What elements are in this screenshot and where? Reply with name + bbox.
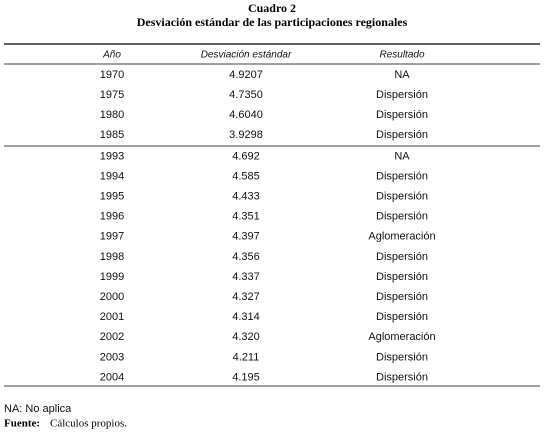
table-cell: NA (394, 69, 410, 81)
table-cell: 4.314 (232, 311, 260, 323)
table-cell: 1999 (100, 271, 124, 283)
table-cell: 4.337 (232, 271, 260, 283)
table-cell: 4.7350 (229, 89, 263, 101)
table-cell: 4.356 (232, 251, 260, 263)
table-cell: Dispersión (376, 129, 428, 141)
table-cell: 4.351 (232, 211, 260, 223)
table-cell: 4.327 (232, 291, 260, 303)
table-cell: 1994 (100, 170, 124, 182)
table-cell: NA (394, 150, 410, 162)
source-text: Cálculos propios. (50, 418, 127, 430)
table-cell: Dispersión (376, 89, 428, 101)
table-cell: 4.9207 (229, 69, 263, 81)
table-cell: Dispersión (376, 170, 428, 182)
table-cell: Dispersión (376, 211, 428, 223)
table-cell: 2001 (100, 311, 124, 323)
table-cell: 2004 (100, 371, 124, 383)
table-cell: 1993 (100, 150, 124, 162)
table-label: Cuadro 2 (248, 1, 296, 15)
table-cell: Dispersión (376, 351, 428, 363)
table-cell: 2002 (100, 331, 124, 343)
table-cell: 4.433 (232, 191, 260, 203)
table-cell: 1985 (100, 129, 124, 141)
table-cell: 4.195 (232, 371, 260, 383)
table-cell: Dispersión (376, 271, 428, 283)
table-cell: Dispersión (376, 371, 428, 383)
table-cell: 1995 (100, 191, 124, 203)
table-cell: Dispersión (376, 291, 428, 303)
column-header: Resultado (379, 50, 424, 61)
table-cell: Dispersión (376, 109, 428, 121)
table-cell: 1996 (100, 211, 124, 223)
footnote: NA: No aplica (4, 403, 72, 415)
column-header: Año (102, 50, 121, 61)
source-label: Fuente: (4, 418, 40, 430)
table-cell: 4.585 (232, 170, 260, 182)
table-cell: 1970 (100, 69, 124, 81)
table-cell: 4.320 (232, 331, 260, 343)
table-cell: 3.9298 (229, 129, 263, 141)
table-cell: Dispersión (376, 191, 428, 203)
table-cell: Dispersión (376, 311, 428, 323)
table-cell: 4.397 (232, 231, 260, 243)
table-cell: Aglomeración (368, 231, 435, 243)
table-cell: 1998 (100, 251, 124, 263)
table-cell: 4.692 (232, 150, 260, 162)
table-cell: 2003 (100, 351, 124, 363)
table-cell: 1997 (100, 231, 124, 243)
table-title: Desviación estándar de las participacion… (137, 15, 408, 29)
column-header: Desviación estándar (201, 50, 292, 61)
table-cell: 1980 (100, 109, 124, 121)
table-cell: Dispersión (376, 251, 428, 263)
table-cell: 4.211 (233, 351, 260, 363)
table-cell: 4.6040 (229, 109, 263, 121)
table-cell: 1975 (100, 89, 124, 101)
table-cell: 2000 (100, 291, 124, 303)
table-cell: Aglomeración (368, 331, 435, 343)
